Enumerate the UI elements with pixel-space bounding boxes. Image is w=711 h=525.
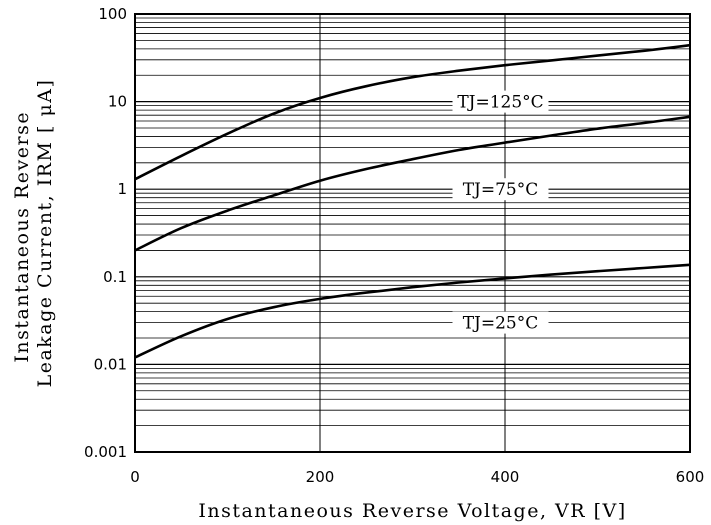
y-axis-title-line-1: Instantaneous Reverse bbox=[11, 111, 33, 363]
curve-label-2: TJ=75°C bbox=[463, 180, 539, 200]
x-tick-label: 400 bbox=[491, 468, 520, 486]
y-axis-title: Instantaneous Reverse Leakage Current, I… bbox=[11, 79, 56, 388]
x-axis-title: Instantaneous Reverse Voltage, VR [V] bbox=[198, 500, 626, 522]
series-layer bbox=[134, 43, 691, 359]
series-line-1 bbox=[134, 43, 691, 181]
y-tick-label: 0.1 bbox=[103, 268, 127, 286]
curve-labels: TJ=125°C TJ=75°C TJ=25°C bbox=[452, 90, 549, 334]
x-axis-ticks: 0 200 400 600 bbox=[130, 468, 704, 486]
curve-label-1: TJ=125°C bbox=[457, 93, 543, 113]
y-axis-title-line-2: Leakage Current, IRM [ μA] bbox=[34, 79, 56, 388]
y-tick-label: 0.001 bbox=[84, 443, 127, 461]
y-tick-label: 100 bbox=[98, 5, 127, 23]
curve-label-background bbox=[452, 90, 549, 113]
series-line-2 bbox=[134, 115, 691, 252]
plot-frame bbox=[134, 13, 691, 453]
curve-label-3: TJ=25°C bbox=[463, 314, 539, 334]
minor-gridlines bbox=[135, 17, 690, 427]
y-tick-label: 1 bbox=[117, 180, 127, 198]
y-axis-ticks: 100 10 1 0.1 0.01 0.001 bbox=[84, 5, 127, 461]
x-tick-label: 600 bbox=[676, 468, 705, 486]
x-tick-label: 0 bbox=[130, 468, 140, 486]
y-tick-label: 0.01 bbox=[94, 355, 127, 373]
x-tick-label: 200 bbox=[306, 468, 335, 486]
series-line-3 bbox=[134, 263, 691, 359]
curve-label-background bbox=[452, 311, 549, 334]
y-tick-label: 10 bbox=[108, 93, 127, 111]
curve-label-background bbox=[452, 178, 549, 201]
